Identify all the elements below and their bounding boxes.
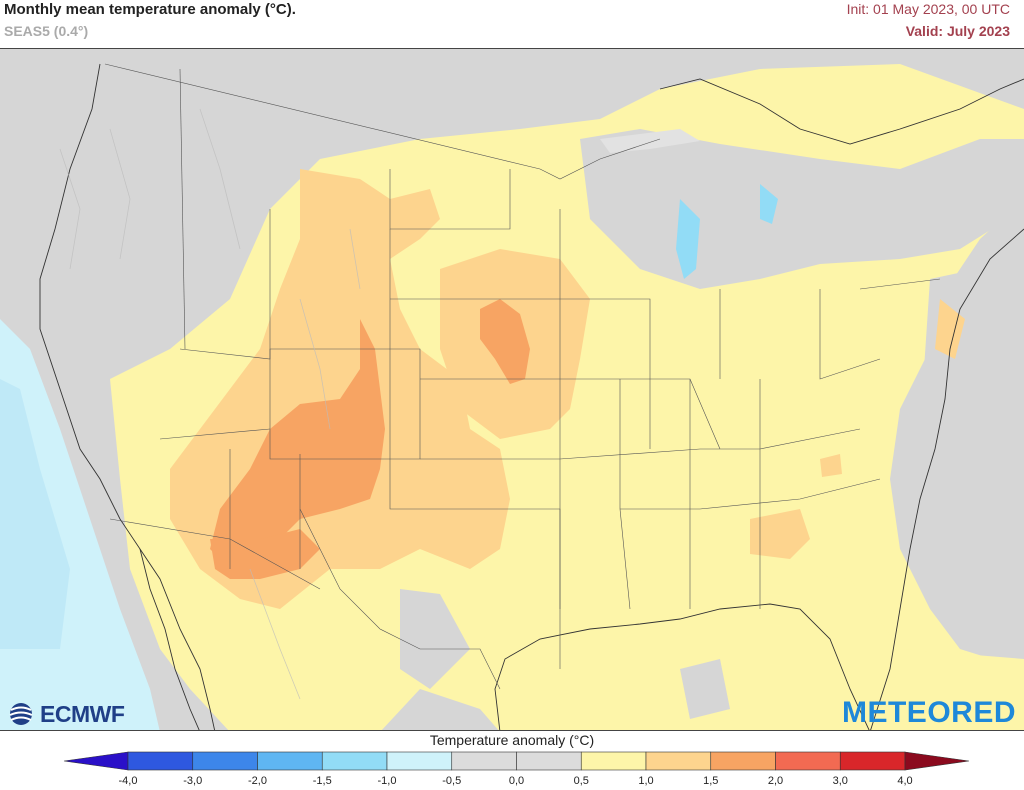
header: Monthly mean temperature anomaly (°C). S… [0,0,1024,48]
warm-anomaly-15-20-arizona [210,529,320,579]
lake-superior [600,129,700,153]
ecmwf-logo-text: ECMWF [40,700,125,727]
legend-bin [451,751,517,771]
anomaly-map [0,48,1024,731]
warm-anomaly-15-20-southwest [210,319,385,569]
legend-under-arrow [63,751,129,771]
legend-bin [775,751,841,771]
init-time: Init: 01 May 2023, 00 UTC [846,1,1010,17]
legend-bin [192,751,258,771]
ecmwf-logo: ECMWF [6,700,125,728]
model-subtitle: SEAS5 (0.4°) [4,23,89,39]
legend-bin [645,751,712,771]
state-borders [104,63,941,690]
map-title: Monthly mean temperature anomaly (°C). [4,1,296,18]
legend-bin [127,751,194,771]
legend-title: Temperature anomaly (°C) [429,732,595,748]
legend-bin [839,751,906,771]
valid-period: Valid: July 2023 [905,23,1010,39]
legend-tick-label: -2,0 [248,775,267,787]
ecmwf-globe-icon [9,703,33,725]
legend-bin [386,751,453,771]
legend-over-arrow [904,751,970,771]
lake-michigan-cool [676,199,700,279]
terrain-relief [59,108,361,700]
atlantic-warm-patch [935,299,965,359]
meteored-logo: METEORED [841,696,1016,729]
coastlines [39,63,1024,730]
legend-bin [321,751,388,771]
legend-tick-label: -4,0 [118,775,138,787]
legend-tick-label: -3,0 [183,775,203,787]
legend-bin [710,751,776,771]
legend-tick-label: -0,5 [442,775,462,787]
warm-anomaly-15-20-plains [480,299,530,384]
legend-tick-label: -1,0 [377,775,397,787]
lake-huron-cool [760,184,778,224]
legend-tick-label: 3,0 [832,775,848,787]
warm-anomaly-carolina [820,454,842,477]
gulf-neutral-patch [680,659,730,719]
legend-tick-label: 0,5 [573,775,589,787]
legend-bin [257,751,323,771]
legend-tick-label: -1,5 [312,775,332,787]
legend-tick-label: 2,0 [767,775,784,787]
legend-bin [580,751,647,771]
color-legend: Temperature anomaly (°C) -4,0 -3,0 -2,0 -1,… [0,731,1024,790]
legend-colorbar [63,751,970,771]
legend-tick-label: 1,5 [703,775,719,787]
legend-tick-label: 1,0 [638,775,654,787]
legend-bin [516,751,582,771]
pacific-cool-inner [0,379,70,649]
legend-tick-label: 4,0 [897,775,913,787]
mexico-neutral-patch [400,589,470,689]
legend-tick-label: 0,0 [508,775,525,787]
map-canvas [0,49,1024,730]
warm-anomaly-southeast [750,509,810,559]
gulf-warm-area [480,569,1024,730]
